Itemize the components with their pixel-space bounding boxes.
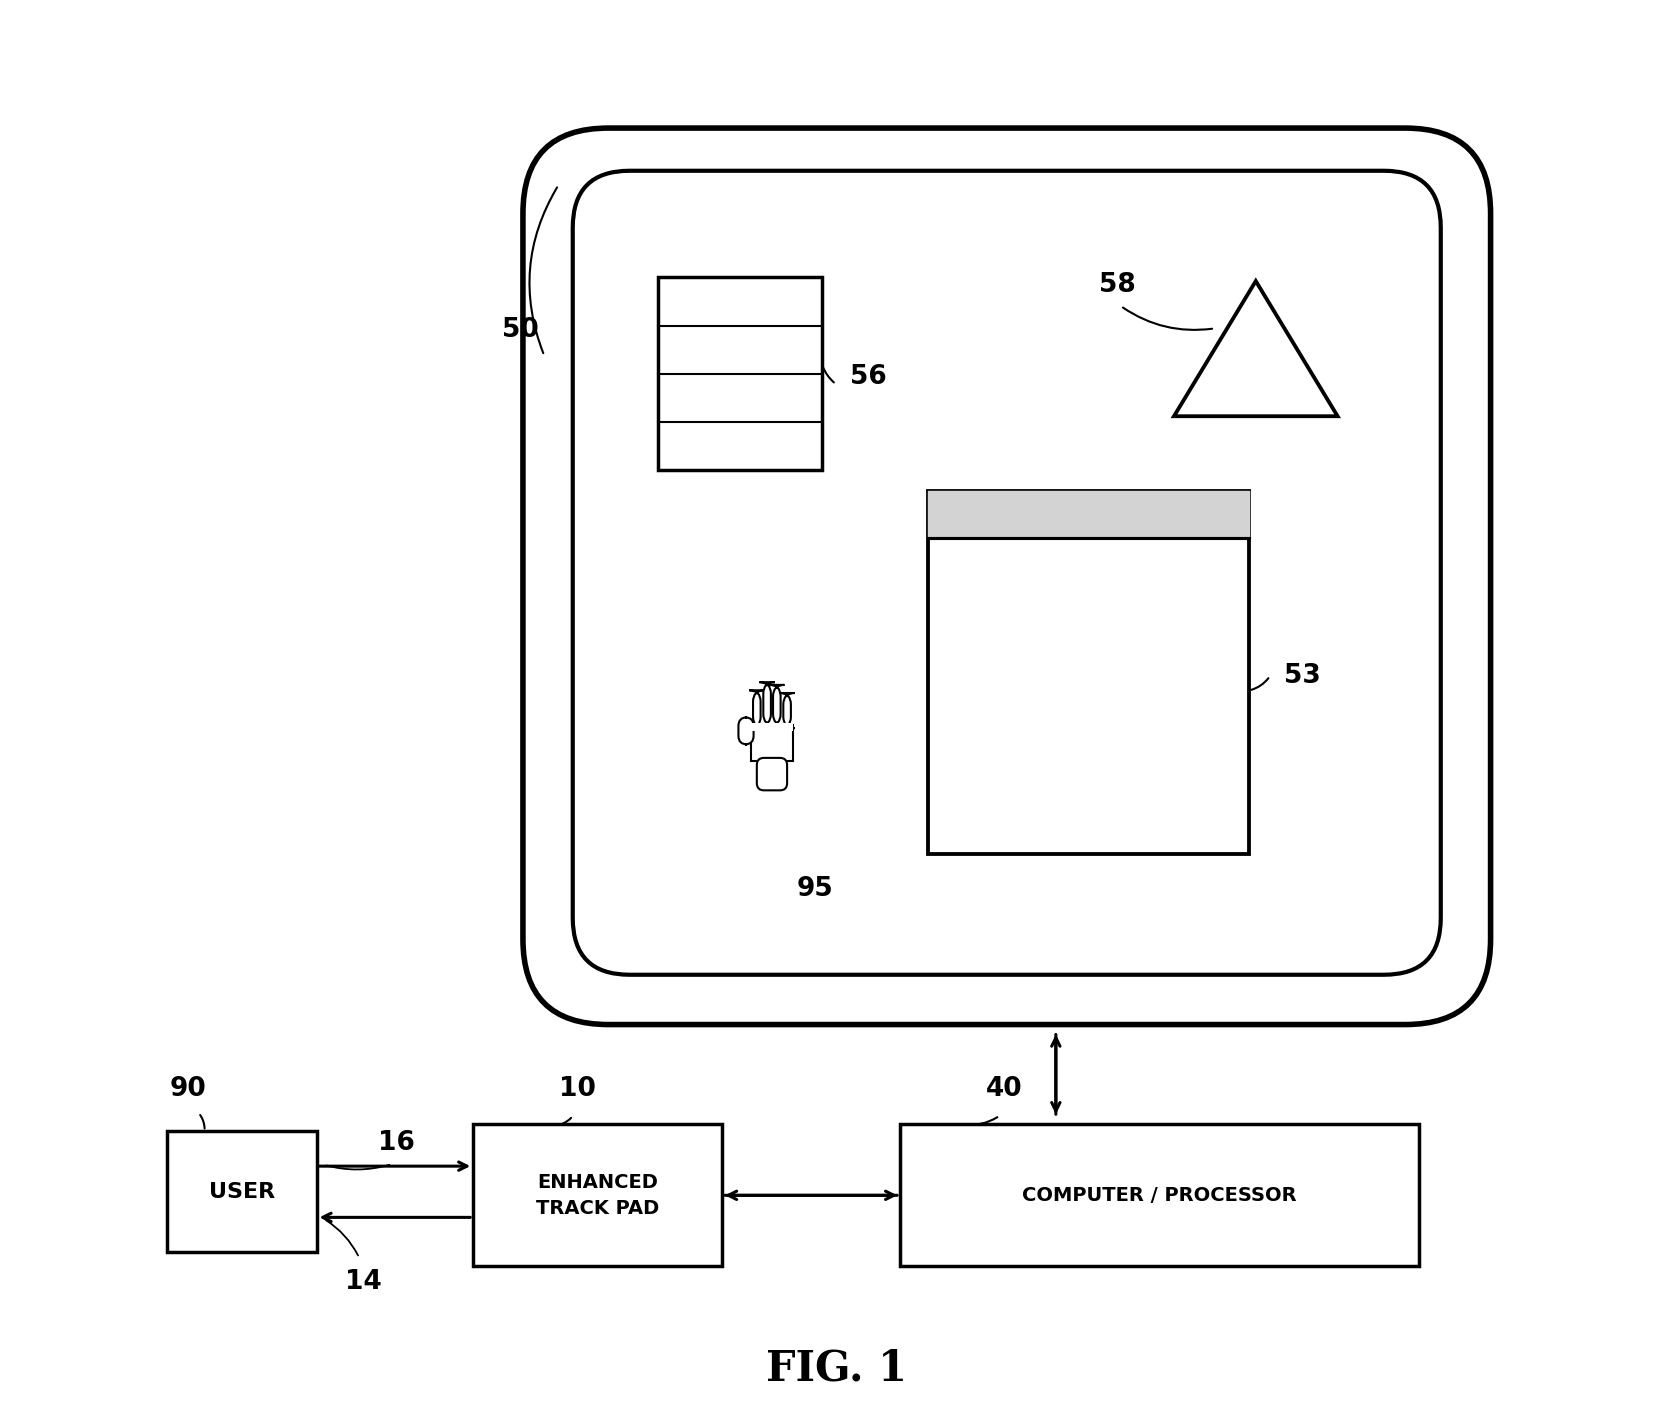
FancyBboxPatch shape [749, 690, 764, 729]
Text: 16: 16 [378, 1130, 415, 1155]
Text: 40: 40 [985, 1076, 1022, 1101]
FancyBboxPatch shape [769, 684, 784, 726]
Bar [751, 723, 793, 731]
Bar [473, 1124, 722, 1266]
Text: USER: USER [209, 1181, 274, 1202]
Text: FIG. 1: FIG. 1 [766, 1348, 906, 1390]
Text: 50: 50 [502, 317, 538, 343]
FancyBboxPatch shape [523, 128, 1490, 1025]
FancyBboxPatch shape [573, 171, 1441, 975]
Polygon shape [1174, 282, 1338, 416]
Bar [167, 1131, 316, 1252]
Text: ENHANCED
TRACK PAD: ENHANCED TRACK PAD [537, 1173, 659, 1218]
Bar [751, 726, 793, 760]
Text: 58: 58 [1099, 272, 1135, 297]
Text: 56: 56 [851, 364, 886, 390]
Bar [659, 277, 821, 470]
Bar [900, 1124, 1420, 1266]
FancyBboxPatch shape [757, 758, 788, 790]
FancyBboxPatch shape [759, 682, 774, 726]
Text: 14: 14 [344, 1269, 381, 1295]
FancyBboxPatch shape [779, 693, 794, 729]
Text: COMPUTER / PROCESSOR: COMPUTER / PROCESSOR [1022, 1185, 1297, 1205]
Text: 10: 10 [558, 1076, 595, 1101]
Text: 90: 90 [171, 1076, 207, 1101]
Text: 53: 53 [1284, 663, 1321, 689]
FancyBboxPatch shape [739, 717, 754, 744]
Bar [928, 491, 1249, 854]
Text: 95: 95 [796, 877, 833, 902]
